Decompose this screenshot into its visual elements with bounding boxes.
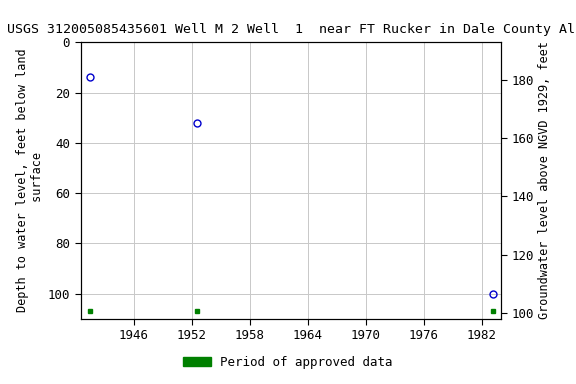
Legend: Period of approved data: Period of approved data <box>178 351 398 374</box>
Y-axis label: Groundwater level above NGVD 1929, feet: Groundwater level above NGVD 1929, feet <box>538 41 551 319</box>
Title: USGS 312005085435601 Well M 2 Well  1  near FT Rucker in Dale County Al: USGS 312005085435601 Well M 2 Well 1 nea… <box>7 23 575 35</box>
Y-axis label: Depth to water level, feet below land
 surface: Depth to water level, feet below land su… <box>16 49 44 312</box>
